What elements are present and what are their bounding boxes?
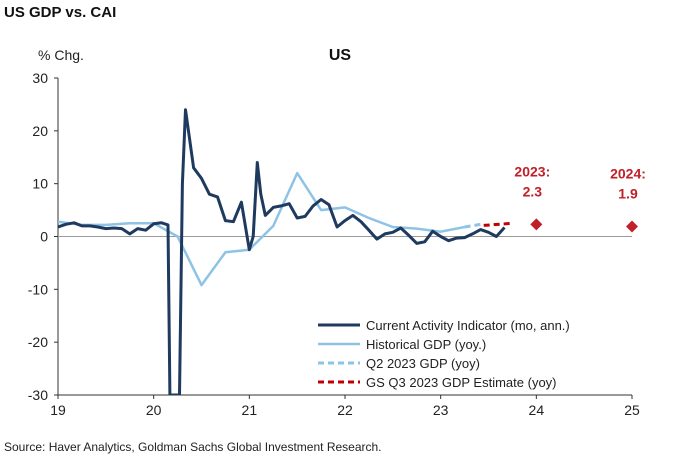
x-tick-label: 19 bbox=[50, 402, 66, 418]
x-tick-label: 21 bbox=[242, 402, 258, 418]
estimate-value-label-1: 2.3 bbox=[523, 183, 543, 199]
chart-title: US bbox=[329, 47, 352, 64]
estimate-diamond-2 bbox=[626, 220, 638, 233]
estimate-value-label-2: 1.9 bbox=[618, 185, 638, 201]
cai-line bbox=[58, 108, 506, 395]
x-tick-label: 25 bbox=[624, 402, 640, 418]
y-tick-label: 20 bbox=[32, 123, 48, 139]
y-tick-label: -10 bbox=[28, 281, 48, 297]
y-tick-label: -20 bbox=[28, 334, 48, 350]
x-tick-label: 20 bbox=[146, 402, 162, 418]
y-axis-label: % Chg. bbox=[38, 47, 84, 63]
x-tick-label: 24 bbox=[529, 402, 545, 418]
estimate-diamond-1 bbox=[530, 218, 543, 231]
source-note: Source: Haver Analytics, Goldman Sachs G… bbox=[4, 440, 382, 454]
y-tick-label: -30 bbox=[28, 387, 48, 403]
historical-gdp-line bbox=[58, 171, 465, 287]
gs-q3-estimate-line bbox=[483, 221, 513, 227]
estimate-year-label-2: 2024: bbox=[610, 165, 646, 181]
estimate-year-label-1: 2023: bbox=[514, 163, 550, 179]
page-title: US GDP vs. CAI bbox=[4, 4, 117, 21]
q2-2023-gdp-line bbox=[464, 222, 484, 229]
legend: Current Activity Indicator (mo, ann.) His… bbox=[318, 318, 570, 390]
x-tick-label: 23 bbox=[433, 402, 449, 418]
y-tick-label: 0 bbox=[40, 229, 48, 245]
legend-label-4: GS Q3 2023 GDP Estimate (yoy) bbox=[366, 375, 557, 390]
legend-label-3: Q2 2023 GDP (yoy) bbox=[366, 356, 480, 371]
x-tick-label: 22 bbox=[337, 402, 353, 418]
y-tick-label: 30 bbox=[32, 70, 48, 86]
legend-label-2: Historical GDP (yoy.) bbox=[366, 337, 486, 352]
y-tick-label: 10 bbox=[32, 176, 48, 192]
legend-label-1: Current Activity Indicator (mo, ann.) bbox=[366, 318, 570, 333]
